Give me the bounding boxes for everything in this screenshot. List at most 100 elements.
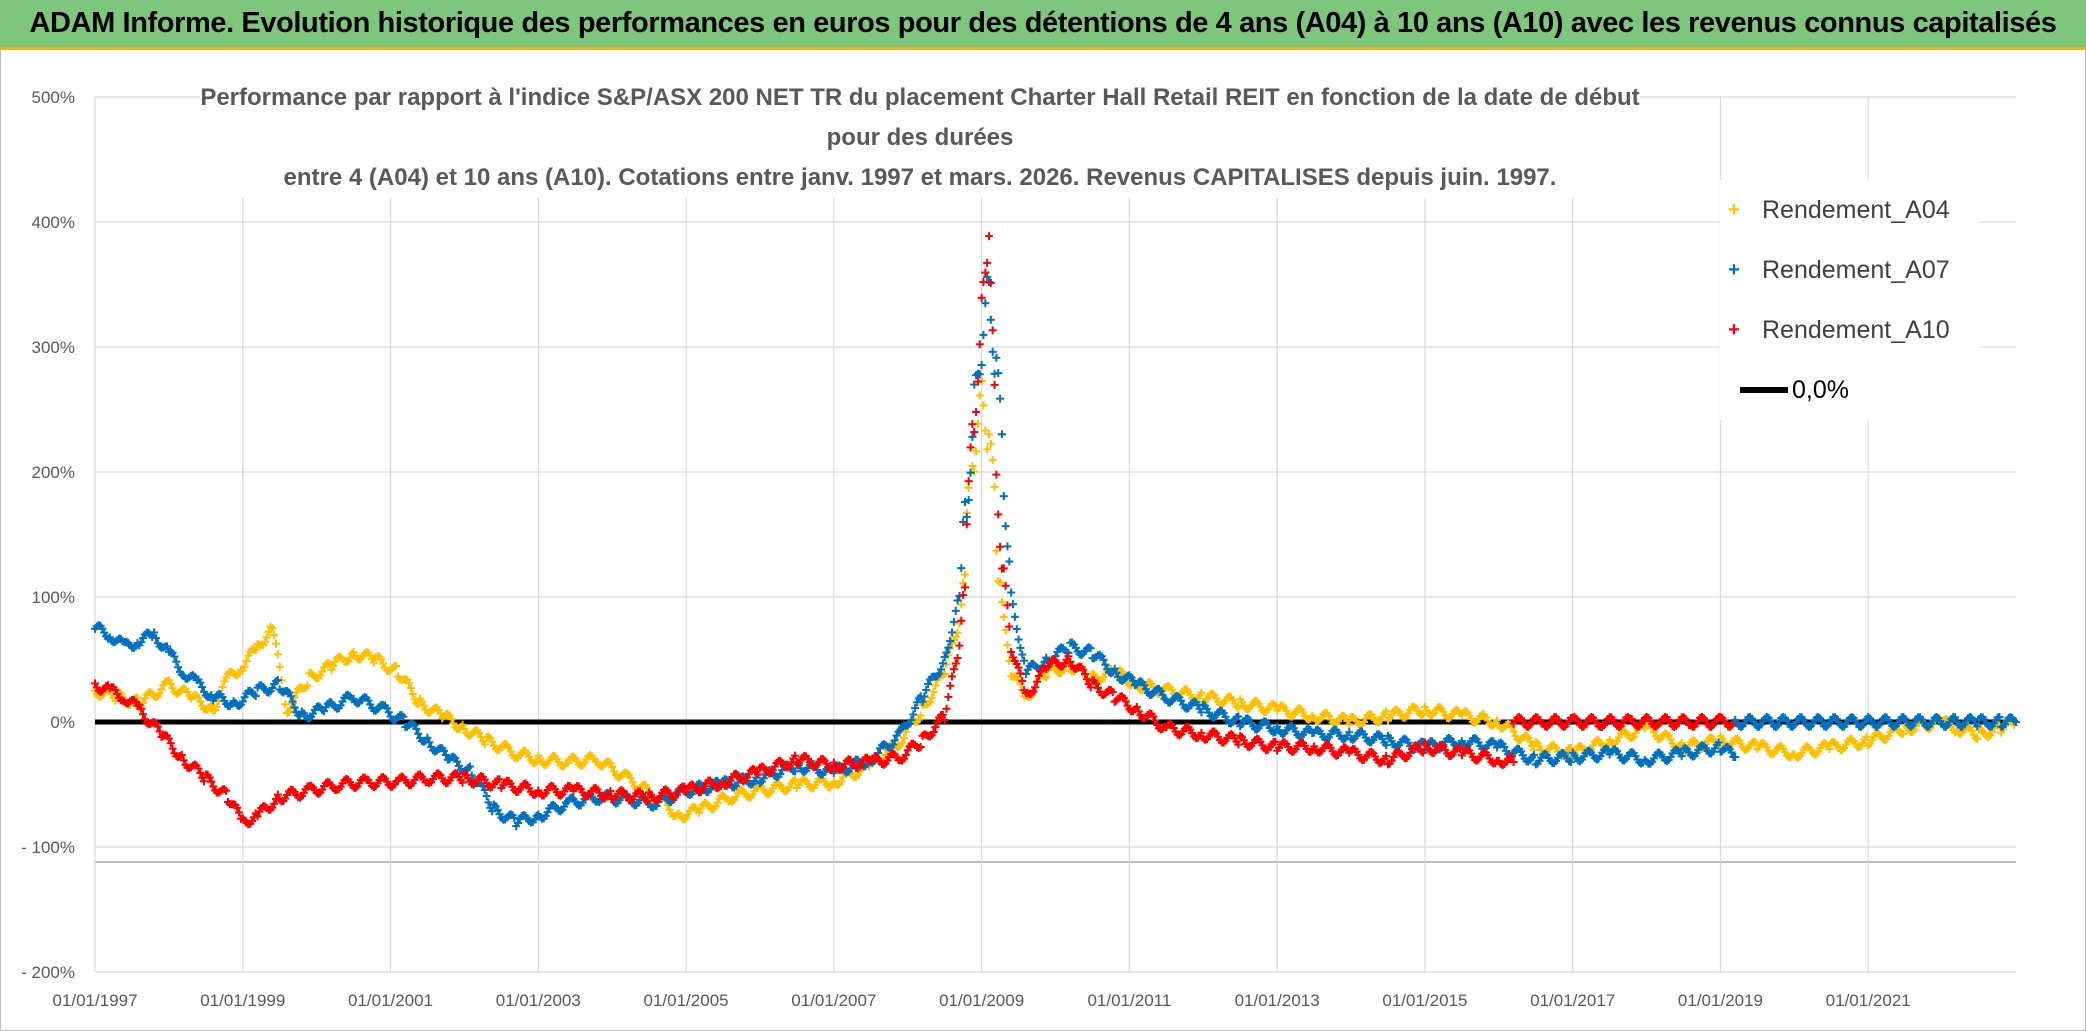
- point-rendement-a04: [264, 627, 273, 636]
- legend-label-a10: Rendement_A10: [1762, 315, 1950, 344]
- point-rendement-a04: [458, 720, 467, 729]
- point-rendement-a07: [977, 361, 986, 370]
- y-tick-label: 200%: [32, 463, 75, 482]
- y-tick-label: 400%: [32, 213, 75, 232]
- y-tick-label: - 200%: [21, 963, 75, 982]
- point-rendement-a07: [951, 606, 960, 615]
- point-rendement-a04: [1492, 716, 1501, 725]
- legend-label-a07: Rendement_A07: [1762, 255, 1950, 284]
- point-rendement-a04: [183, 687, 192, 696]
- point-rendement-a04: [262, 633, 271, 642]
- point-rendement-a10: [955, 641, 964, 650]
- x-tick-label: 01/01/2017: [1530, 991, 1615, 1010]
- point-rendement-a10: [990, 380, 999, 389]
- point-rendement-a04: [303, 681, 312, 690]
- point-rendement-a04: [979, 401, 988, 410]
- legend-item-zero[interactable]: 0,0%: [1740, 370, 1849, 410]
- report-title: ADAM Informe. Evolution historique des p…: [29, 7, 2057, 39]
- point-rendement-a04: [985, 430, 994, 439]
- point-rendement-a07: [1010, 612, 1019, 621]
- legend-marker-a07: +: [1728, 258, 1740, 281]
- legend-marker-a10: +: [1728, 318, 1740, 341]
- point-rendement-a04: [1345, 720, 1354, 729]
- report-banner: ADAM Informe. Evolution historique des p…: [0, 0, 2086, 50]
- point-rendement-a04: [992, 546, 1001, 555]
- y-tick-label: 500%: [32, 88, 75, 107]
- point-rendement-a04: [1382, 707, 1391, 716]
- point-rendement-a04: [270, 631, 279, 640]
- point-rendement-a04: [281, 700, 290, 709]
- legend-marker-a04: +: [1728, 198, 1740, 221]
- point-rendement-a04: [1566, 743, 1575, 752]
- point-rendement-a04: [1509, 727, 1518, 736]
- x-tick-label: 01/01/2003: [496, 991, 581, 1010]
- point-rendement-a04: [975, 391, 984, 400]
- legend-label-zero: 0,0%: [1792, 375, 1849, 404]
- y-tick-label: 100%: [32, 588, 75, 607]
- point-rendement-a04: [290, 693, 299, 702]
- point-rendement-a04: [155, 689, 164, 698]
- point-rendement-a04: [275, 662, 284, 671]
- point-rendement-a04: [447, 715, 456, 724]
- point-rendement-a10: [948, 672, 957, 681]
- legend-item-a04[interactable]: + Rendement_A04: [1720, 190, 1950, 230]
- point-rendement-a04: [196, 697, 205, 706]
- x-tick-label: 01/01/2013: [1235, 991, 1320, 1010]
- point-rendement-a04: [405, 679, 414, 688]
- point-rendement-a04: [972, 447, 981, 456]
- point-rendement-a04: [272, 639, 281, 648]
- point-rendement-a04: [238, 666, 247, 675]
- x-tick-label: 01/01/2001: [348, 991, 433, 1010]
- point-rendement-a07: [1005, 557, 1014, 566]
- point-rendement-a07: [1007, 588, 1016, 597]
- point-rendement-a04: [929, 687, 938, 696]
- point-rendement-a07: [979, 330, 988, 339]
- point-rendement-a04: [695, 808, 704, 817]
- point-rendement-a07: [999, 492, 1008, 501]
- x-tick-label: 01/01/2011: [1087, 991, 1171, 1010]
- point-rendement-a04: [1234, 703, 1243, 712]
- legend-line-zero: [1740, 387, 1788, 393]
- point-rendement-a04: [242, 657, 251, 666]
- x-tick-label: 01/01/2019: [1678, 991, 1763, 1010]
- point-rendement-a04: [273, 650, 282, 659]
- point-rendement-a10: [946, 681, 955, 690]
- point-rendement-a04: [837, 777, 846, 786]
- point-rendement-a04: [628, 778, 637, 787]
- point-rendement-a04: [927, 693, 936, 702]
- legend: + Rendement_A04 + Rendement_A07 + Rendem…: [1720, 180, 1980, 420]
- point-rendement-a04: [417, 697, 426, 706]
- point-rendement-a04: [157, 685, 166, 694]
- point-rendement-a04: [999, 613, 1008, 622]
- point-rendement-a07: [949, 617, 958, 626]
- point-rendement-a04: [981, 426, 990, 435]
- point-rendement-a10: [983, 258, 992, 267]
- point-rendement-a04: [608, 762, 617, 771]
- legend-label-a04: Rendement_A04: [1762, 195, 1950, 224]
- chart-title-line-2: entre 4 (A04) et 10 ans (A10). Cotations…: [283, 164, 1557, 191]
- y-tick-label: 0%: [50, 713, 75, 732]
- legend-item-a07[interactable]: + Rendement_A07: [1720, 250, 1950, 290]
- point-rendement-a07: [1009, 600, 1018, 609]
- point-rendement-a07: [996, 394, 1005, 403]
- point-rendement-a04: [996, 578, 1005, 587]
- y-tick-label: - 100%: [21, 838, 75, 857]
- point-rendement-a04: [268, 623, 277, 632]
- point-rendement-a04: [986, 439, 995, 448]
- y-axis-ticks: 500% 400% 300% 200% 100% 0% - 100% - 200%: [21, 88, 75, 982]
- point-rendement-a04: [925, 698, 934, 706]
- point-rendement-a04: [898, 738, 907, 747]
- point-rendement-a04: [957, 600, 966, 609]
- point-rendement-a04: [392, 661, 401, 670]
- point-rendement-a04: [968, 462, 977, 471]
- legend-item-a10[interactable]: + Rendement_A10: [1720, 310, 1950, 350]
- point-rendement-a04: [916, 711, 925, 720]
- point-rendement-a04: [1666, 735, 1675, 744]
- point-rendement-a07: [1014, 635, 1023, 644]
- point-rendement-a04: [983, 445, 992, 454]
- point-rendement-a04: [480, 740, 489, 749]
- x-tick-label: 01/01/2007: [791, 991, 876, 1010]
- point-rendement-a04: [988, 456, 997, 465]
- point-rendement-a10: [972, 408, 981, 417]
- point-rendement-a07: [1001, 522, 1010, 531]
